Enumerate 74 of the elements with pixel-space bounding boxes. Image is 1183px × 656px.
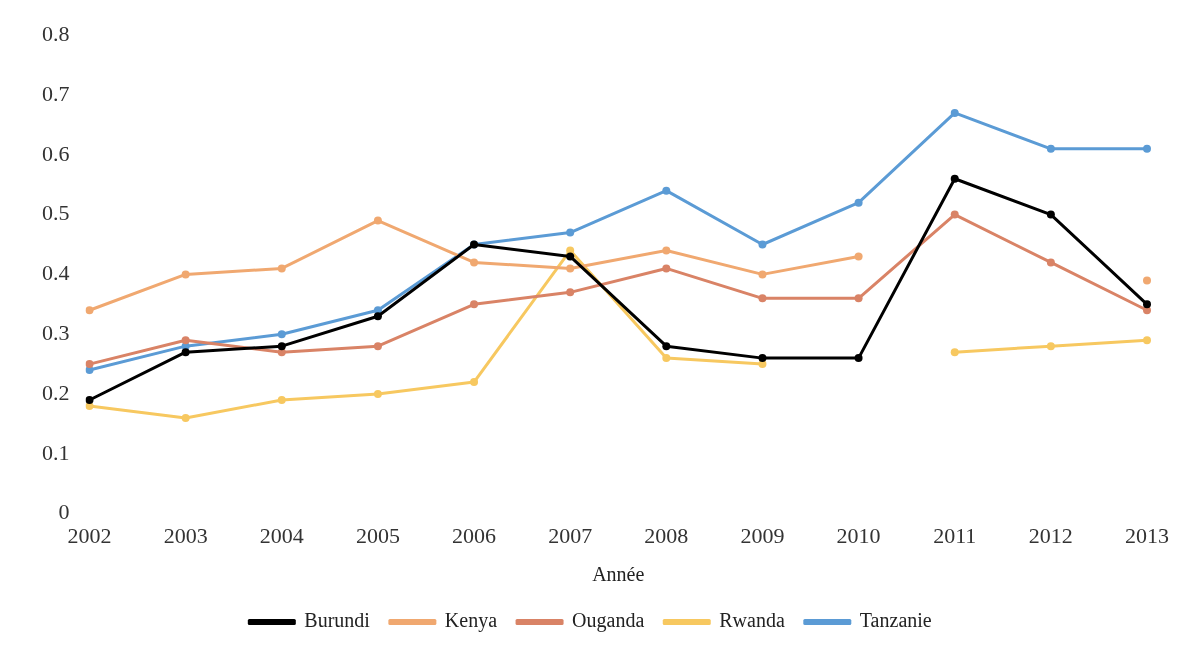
- point: [950, 210, 959, 219]
- legend-label: Kenya: [444, 609, 498, 633]
- point: [1046, 342, 1055, 351]
- x-tick-label: 2009: [740, 522, 785, 548]
- point: [758, 294, 767, 303]
- point: [470, 300, 479, 309]
- point: [373, 312, 382, 321]
- point: [373, 390, 382, 398]
- point: [1046, 258, 1055, 267]
- x-tick-label: 2006: [452, 522, 497, 548]
- point: [758, 240, 767, 249]
- point: [181, 336, 190, 345]
- point: [566, 264, 575, 273]
- point: [85, 306, 94, 315]
- x-tick-label: 2010: [836, 522, 881, 548]
- y-tick-label: 0.4: [42, 260, 70, 286]
- point: [181, 270, 190, 279]
- point: [373, 216, 382, 225]
- point: [662, 246, 671, 255]
- point: [566, 252, 575, 261]
- legend-label: Rwanda: [719, 609, 785, 632]
- legend-label: Tanzanie: [859, 609, 932, 632]
- x-tick-label: 2004: [259, 522, 304, 548]
- point: [1046, 210, 1055, 219]
- point: [1143, 276, 1151, 285]
- point: [662, 264, 671, 273]
- x-tick-label: 2013: [1125, 522, 1169, 548]
- y-tick-label: 0.3: [42, 319, 70, 345]
- point: [85, 360, 94, 369]
- point: [950, 108, 959, 117]
- point: [758, 270, 767, 279]
- point: [854, 294, 863, 303]
- y-tick-label: 0.6: [42, 140, 70, 166]
- y-tick-label: 0: [58, 499, 70, 525]
- point: [1046, 144, 1055, 153]
- point: [277, 330, 286, 339]
- point: [470, 258, 479, 267]
- y-tick-label: 0.1: [42, 439, 70, 465]
- x-tick-label: 2008: [644, 522, 689, 548]
- x-tick-label: 2002: [67, 522, 112, 548]
- point: [566, 288, 575, 297]
- y-tick-label: 0.7: [42, 80, 70, 106]
- point: [181, 348, 190, 357]
- point: [662, 186, 671, 195]
- point: [277, 264, 286, 273]
- legend-label: Burundi: [304, 609, 371, 632]
- y-tick-label: 0.2: [42, 379, 70, 405]
- x-tick-label: 2007: [548, 522, 593, 548]
- point: [277, 342, 286, 351]
- point: [373, 342, 382, 351]
- y-tick-label: 0.5: [42, 200, 70, 226]
- point: [854, 354, 863, 363]
- point: [758, 354, 767, 363]
- point: [1143, 336, 1151, 345]
- y-tick-label: 0.8: [42, 20, 70, 46]
- x-tick-label: 2003: [163, 522, 208, 548]
- x-axis-title: Année: [592, 563, 645, 586]
- point: [662, 354, 671, 363]
- point: [566, 228, 575, 237]
- point: [181, 413, 190, 422]
- point: [470, 378, 479, 387]
- point: [950, 174, 959, 183]
- point: [854, 252, 863, 261]
- point: [950, 348, 959, 357]
- x-tick-label: 2012: [1028, 522, 1073, 548]
- x-tick-label: 2005: [355, 522, 400, 548]
- point: [85, 395, 94, 404]
- point: [277, 395, 286, 404]
- x-tick-label: 2011: [933, 522, 977, 548]
- point: [1143, 144, 1151, 153]
- point: [662, 342, 671, 351]
- legend-label: Ouganda: [572, 609, 645, 633]
- point: [1143, 300, 1151, 309]
- point: [854, 198, 863, 207]
